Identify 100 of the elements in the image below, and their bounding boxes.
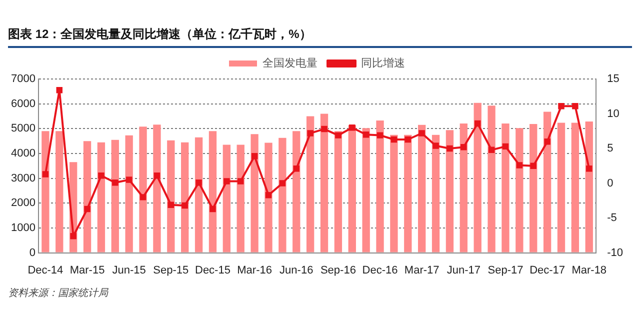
bar bbox=[306, 116, 314, 252]
x-tick-label: Mar-16 bbox=[237, 264, 272, 276]
point bbox=[140, 194, 146, 200]
point bbox=[251, 153, 258, 160]
point bbox=[362, 131, 370, 138]
point bbox=[349, 124, 356, 131]
bar bbox=[474, 102, 482, 252]
bar bbox=[320, 114, 328, 252]
point bbox=[84, 206, 90, 212]
bar bbox=[376, 120, 384, 252]
x-tick-label: Mar-15 bbox=[70, 264, 105, 276]
x-tick-label: Sep-15 bbox=[153, 264, 189, 276]
point bbox=[293, 166, 300, 172]
bar bbox=[250, 134, 258, 252]
point bbox=[488, 146, 495, 154]
y2-tick-label: 10 bbox=[607, 108, 620, 120]
point bbox=[56, 87, 63, 94]
y-tick-label: 6000 bbox=[10, 98, 36, 110]
bar bbox=[167, 140, 175, 252]
point bbox=[544, 138, 550, 145]
point bbox=[210, 206, 216, 212]
bar bbox=[488, 106, 496, 252]
y2-tick-label: 15 bbox=[607, 73, 620, 86]
y-tick-label: 2000 bbox=[10, 197, 36, 210]
point bbox=[42, 171, 49, 178]
bar bbox=[83, 141, 92, 252]
bar bbox=[543, 112, 552, 252]
point bbox=[224, 178, 230, 184]
point bbox=[196, 179, 202, 186]
y-tick-label: 4000 bbox=[10, 148, 36, 160]
y-tick-label: 7000 bbox=[10, 73, 36, 86]
point bbox=[432, 142, 439, 149]
point bbox=[98, 172, 104, 179]
bar bbox=[208, 131, 217, 252]
bar bbox=[264, 142, 272, 252]
text: 资料来源：国家统计局 bbox=[8, 286, 110, 300]
bar bbox=[557, 122, 566, 252]
bar bbox=[446, 130, 454, 252]
y-tick-label: 1000 bbox=[10, 222, 36, 234]
x-tick-label: Sep-16 bbox=[320, 264, 356, 276]
bar bbox=[278, 138, 286, 252]
point bbox=[418, 130, 425, 136]
point bbox=[446, 145, 453, 152]
x-tick-label: Dec-17 bbox=[530, 264, 566, 276]
x-tick-label: Dec-14 bbox=[28, 264, 64, 276]
y-tick-label: 0 bbox=[29, 246, 36, 259]
point bbox=[516, 162, 523, 168]
bar bbox=[516, 128, 524, 252]
bar bbox=[460, 123, 468, 252]
bar bbox=[153, 124, 161, 252]
y-tick-label: 3000 bbox=[10, 172, 36, 184]
point bbox=[112, 179, 118, 186]
point bbox=[558, 102, 564, 110]
bar bbox=[97, 142, 106, 252]
point bbox=[335, 132, 342, 138]
x-tick-label: Jun-17 bbox=[446, 264, 480, 276]
y2-tick-label: 0 bbox=[607, 177, 614, 190]
point bbox=[307, 130, 314, 136]
bar bbox=[530, 124, 538, 252]
bar bbox=[334, 131, 342, 252]
bar bbox=[236, 144, 244, 252]
bar bbox=[502, 123, 510, 252]
bar bbox=[111, 140, 119, 252]
point bbox=[168, 202, 174, 208]
x-tick-label: Jun-16 bbox=[280, 264, 314, 276]
point bbox=[154, 172, 160, 179]
point bbox=[390, 136, 398, 143]
x-tick-label: Dec-15 bbox=[194, 264, 230, 276]
bar bbox=[362, 128, 370, 252]
x-tick-label: Sep-17 bbox=[488, 264, 524, 276]
x-tick-label: Mar-18 bbox=[572, 264, 607, 276]
bar bbox=[42, 131, 50, 252]
y-tick-label: 5000 bbox=[10, 122, 36, 135]
y2-tick-label: -10 bbox=[607, 246, 624, 259]
bar bbox=[292, 131, 300, 252]
x-tick-label: Dec-16 bbox=[362, 264, 398, 276]
bar bbox=[571, 122, 580, 252]
bar bbox=[222, 144, 231, 252]
point bbox=[321, 126, 328, 132]
bar bbox=[432, 134, 440, 252]
point bbox=[474, 120, 481, 127]
chart-title: 图表 12：全国发电量及同比增速（单位：亿千瓦时，%） bbox=[8, 8, 632, 48]
legend-label: 全国发电量 bbox=[262, 56, 318, 70]
bar bbox=[125, 135, 133, 252]
point bbox=[530, 162, 536, 170]
point bbox=[279, 180, 286, 186]
y2-tick-label: 5 bbox=[607, 142, 614, 155]
point bbox=[265, 192, 272, 198]
x-tick-label: Mar-17 bbox=[404, 264, 440, 276]
bar bbox=[139, 126, 147, 252]
point bbox=[126, 176, 132, 183]
point bbox=[70, 232, 76, 240]
bar bbox=[56, 131, 64, 252]
x-tick-label: Jun-15 bbox=[112, 264, 146, 276]
point bbox=[404, 136, 412, 143]
point bbox=[502, 143, 509, 150]
bar bbox=[404, 134, 412, 252]
bar bbox=[194, 137, 203, 252]
point bbox=[572, 102, 578, 110]
y2-tick-label: -5 bbox=[607, 212, 617, 224]
